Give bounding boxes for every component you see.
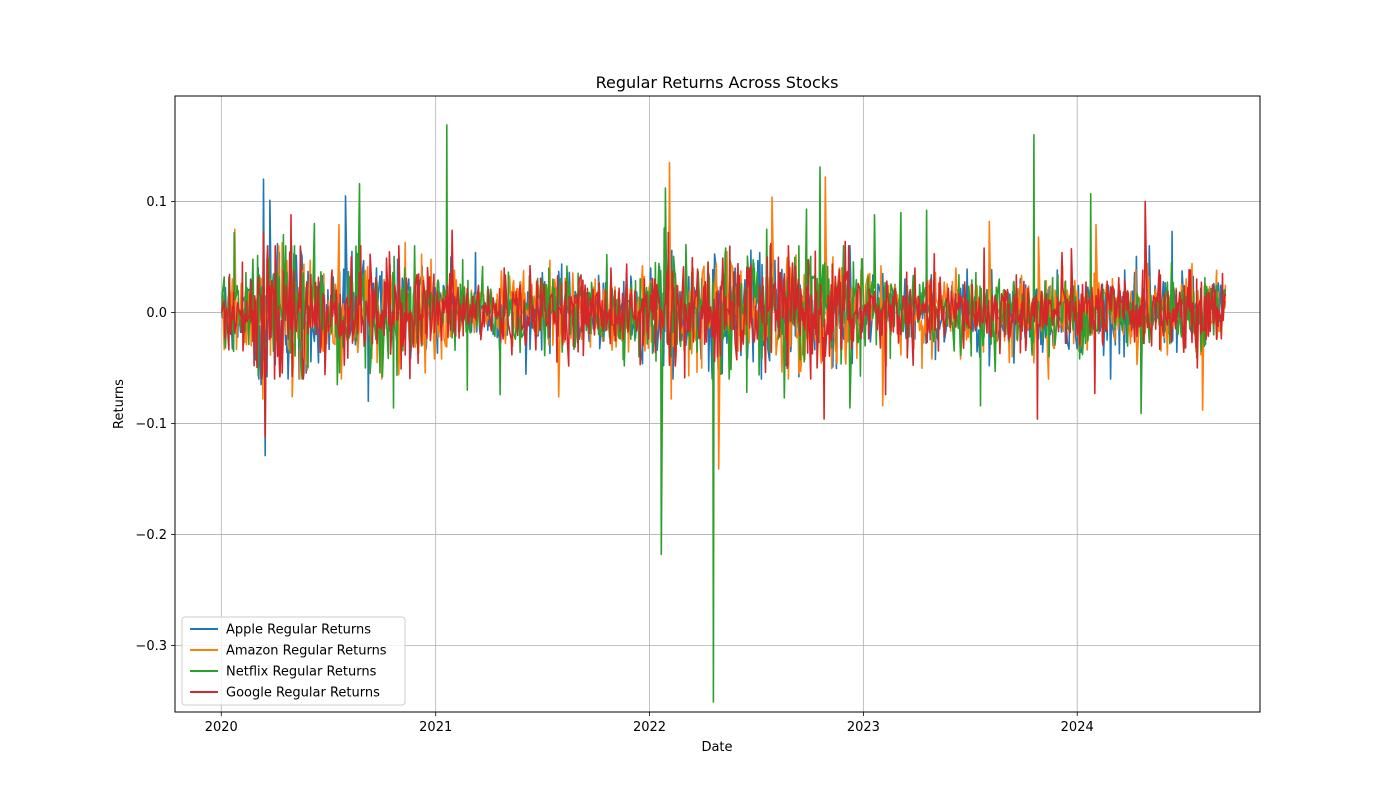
y-tick-label: −0.1	[135, 417, 167, 432]
x-axis-label: Date	[701, 740, 732, 755]
chart-title: Regular Returns Across Stocks	[596, 73, 839, 92]
series-lines	[221, 124, 1227, 703]
x-tick-label: 2024	[1061, 720, 1094, 735]
legend: Apple Regular Returns Amazon Regular Retu…	[181, 616, 406, 706]
x-axis-ticks: 2020 2021 2022 2023 2024	[205, 712, 1094, 735]
x-tick-label: 2021	[419, 720, 452, 735]
legend-box	[181, 616, 406, 706]
y-tick-label: −0.2	[135, 528, 167, 543]
y-axis-ticks: 0.1 0.0 −0.1 −0.2 −0.3	[135, 195, 175, 654]
x-tick-label: 2023	[847, 720, 880, 735]
legend-entry-label: Apple Regular Returns	[226, 623, 371, 638]
y-axis-label: Returns	[112, 379, 127, 429]
legend-entry-label: Google Regular Returns	[226, 686, 380, 701]
legend-entry-label: Amazon Regular Returns	[226, 644, 387, 659]
series-line-4	[221, 200, 1227, 438]
y-tick-label: 0.1	[146, 195, 167, 210]
plot-frame	[174, 95, 1261, 713]
x-tick-label: 2022	[633, 720, 666, 735]
y-tick-label: 0.0	[146, 306, 167, 321]
y-tick-label: −0.3	[135, 639, 167, 654]
x-tick-label: 2020	[205, 720, 238, 735]
legend-entry-label: Netflix Regular Returns	[226, 665, 377, 680]
